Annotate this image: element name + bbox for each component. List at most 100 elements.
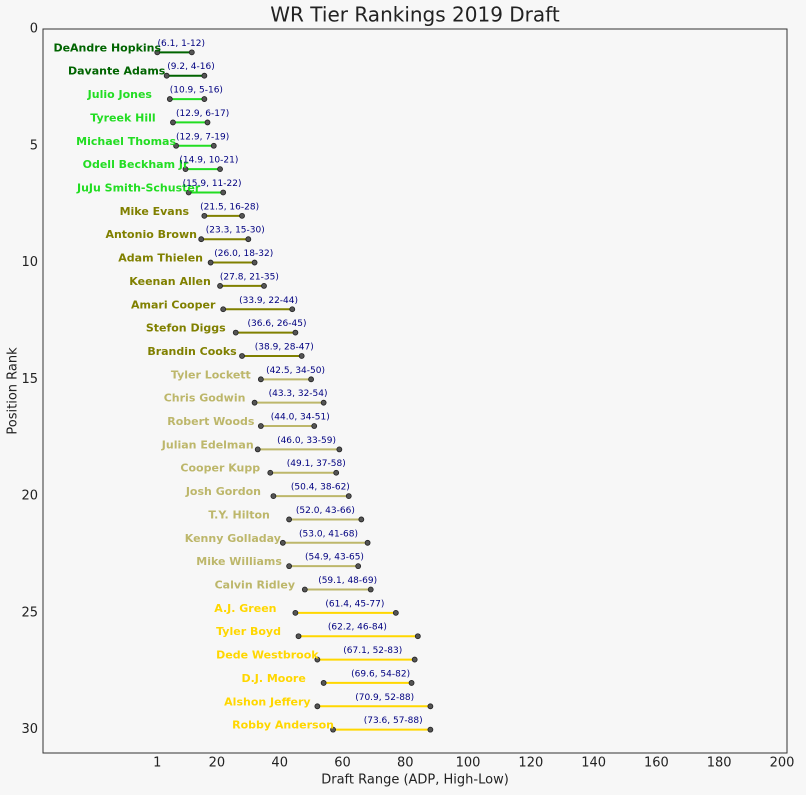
player-name: Alshon Jeffery [224,695,310,708]
value-label: (6.1, 1-12) [158,39,205,49]
player-name: T.Y. Hilton [208,508,270,521]
high-dot [292,329,299,336]
high-dot [188,49,195,56]
x-tick-label: 120 [518,756,543,771]
low-dot [330,726,336,733]
player-name: Michael Thomas [76,135,176,148]
low-dot [198,236,205,243]
player-name: Calvin Ridley [215,579,295,592]
value-label: (43.3, 32-54) [269,389,328,399]
player-name: Chris Godwin [164,392,246,405]
player-name: Adam Thielen [118,252,203,265]
player-name: Tyler Boyd [216,625,281,638]
plot-frame [42,28,788,754]
player-name: Davante Adams [68,65,166,78]
x-tick-label: 40 [271,756,288,771]
high-dot [345,493,352,499]
high-dot [245,236,252,243]
value-label: (12.9, 7-19) [176,132,229,142]
high-dot [204,119,211,126]
player-name: Keenan Allen [129,275,211,288]
x-axis-label: Draft Range (ADP, High-Low) [321,773,509,788]
value-label: (23.3, 15-30) [206,226,265,236]
low-dot [286,563,293,570]
value-label: (33.9, 22-44) [239,296,298,306]
x-tick-label: 160 [644,756,669,771]
x-tick-label: 200 [770,756,795,771]
low-dot [292,609,299,616]
value-label: (36.6, 26-45) [248,319,307,329]
low-dot [257,423,264,429]
value-label: (53.0, 41-68) [299,529,358,539]
high-dot [220,189,227,196]
y-tick-label: 30 [21,722,38,737]
player-name: Julian Edelman [161,438,254,451]
low-dot [320,680,327,686]
high-dot [427,703,434,710]
value-label: (9.2, 4-16) [167,62,214,72]
value-label: (73.6, 57-88) [364,716,423,726]
value-label: (61.4, 45-77) [325,599,384,609]
y-tick-label: 20 [21,489,38,504]
player-name: Tyler Lockett [171,368,251,381]
chart-title: WR Tier Rankings 2019 Draft [270,3,560,27]
high-dot [411,656,418,663]
low-dot [182,166,189,173]
value-label: (12.9, 6-17) [176,109,229,119]
player-name: Brandin Cooks [147,345,237,358]
value-label: (14.9, 10-21) [179,156,238,166]
player-name: Mike Evans [120,205,190,218]
low-dot [267,469,274,476]
player-name: Robert Woods [167,415,255,428]
high-dot [308,376,314,383]
y-tick-label: 15 [21,372,38,387]
low-dot [257,376,264,383]
low-dot [314,656,321,663]
high-dot [201,72,208,79]
high-dot [364,539,371,546]
x-tick-label: 100 [456,756,481,771]
y-tick-label: 0 [30,22,38,37]
high-dot [408,680,415,686]
low-dot [251,399,258,406]
value-label: (50.4, 38-62) [291,483,350,493]
high-dot [414,633,421,640]
player-name: Kenny Golladay [185,532,281,545]
value-label: (46.0, 33-59) [277,436,336,446]
player-name: Odell Beckham Jr [83,158,189,171]
y-tick-label: 25 [21,605,38,620]
x-tick-label: 60 [334,756,351,771]
high-dot [392,609,399,616]
value-label: (54.9, 43-65) [305,553,364,563]
value-label: (67.1, 52-83) [343,646,402,656]
player-name: Antonio Brown [105,228,197,241]
x-tick-label: 140 [581,756,606,771]
y-tick-label: 10 [21,255,38,270]
low-dot [201,212,208,219]
value-label: (26.0, 18-32) [214,249,273,259]
high-dot [336,446,343,453]
high-dot [251,259,258,266]
low-dot [217,283,223,289]
high-dot [355,563,362,570]
player-name: D.J. Moore [241,672,305,685]
player-name: Josh Gordon [185,485,261,498]
value-label: (62.2, 46-84) [328,623,387,633]
high-dot [358,516,365,523]
value-label: (27.8, 21-35) [220,272,279,282]
player-name: Tyreek Hill [90,111,155,124]
value-label: (49.1, 37-58) [287,459,346,469]
high-dot [427,726,434,733]
low-dot [207,259,214,266]
low-dot [170,119,176,126]
high-dot [261,283,267,289]
player-name: DeAndre Hopkins [53,41,161,54]
high-dot [201,96,208,102]
high-dot [367,586,374,593]
player-name: Robby Anderson [232,719,334,732]
value-label: (69.6, 54-82) [351,669,410,679]
high-dot [298,353,305,359]
value-label: (15.9, 11-22) [183,179,242,189]
value-label: (52.0, 43-66) [296,506,355,516]
